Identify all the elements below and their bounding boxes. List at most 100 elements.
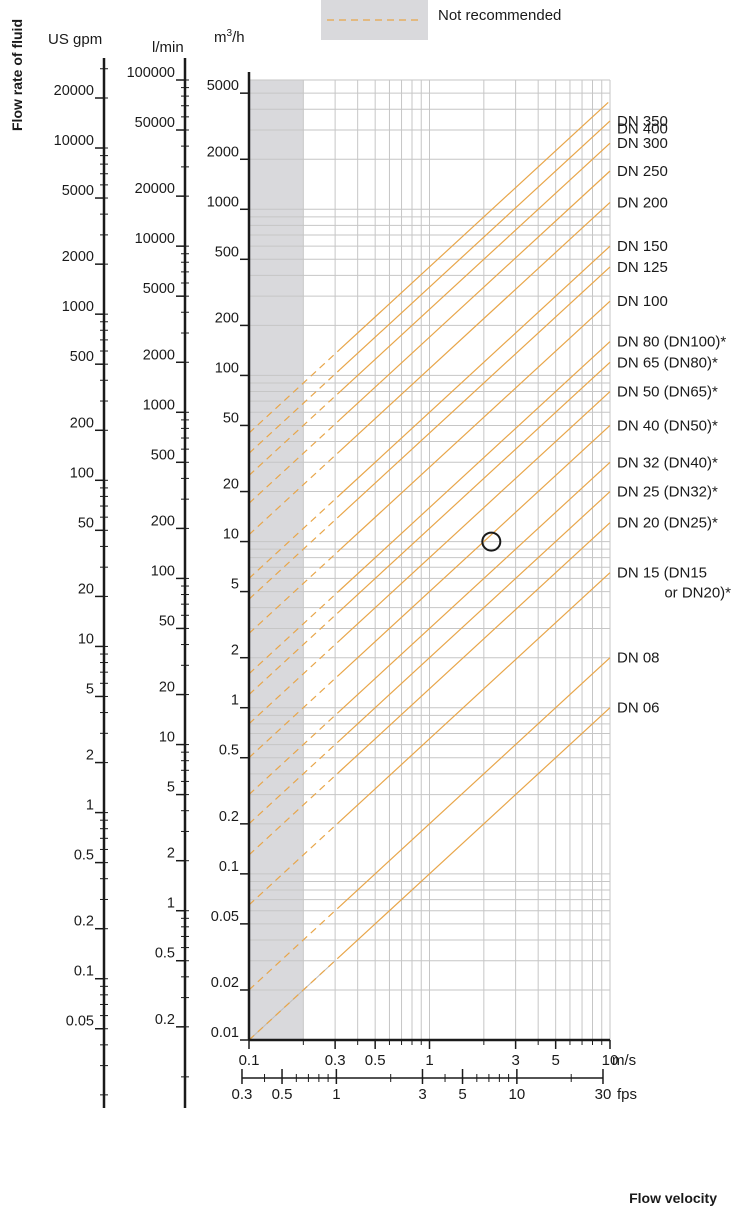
- series-label: DN 400: [617, 120, 668, 137]
- tick-label: 0.5: [74, 848, 94, 864]
- series-label: DN 250: [617, 163, 668, 180]
- velocity-axis-ms: 0.1 0.3 0.5 1 3 5 10m/s: [239, 1040, 637, 1069]
- plot-area: 5000200010005002001005020105210.50.20.10…: [207, 72, 610, 1041]
- tick-label: 5000: [143, 281, 175, 297]
- m3h-tick-label: 5000: [207, 78, 239, 94]
- tick-label: 10: [78, 631, 94, 647]
- tick-label: 2: [167, 846, 175, 862]
- tick-label: 100000: [127, 65, 175, 81]
- l-min-unit-label: l/min: [152, 39, 184, 56]
- fps-tick-label: 3: [418, 1086, 426, 1103]
- l-min-axis: 1000005000020000100005000200010005002001…: [127, 58, 189, 1108]
- series-label-line2: or DN20)*: [664, 585, 731, 602]
- x-tick-label: 3: [511, 1052, 519, 1069]
- x-tick-label: 0.5: [365, 1052, 386, 1069]
- fps-tick-label: 5: [458, 1086, 466, 1103]
- m3h-tick-label: 1: [231, 693, 239, 709]
- m3h-tick-label: 200: [215, 310, 239, 326]
- legend: Not recommended: [321, 0, 561, 40]
- m3h-tick-label: 0.02: [211, 975, 239, 991]
- series-label: DN 300: [617, 135, 668, 152]
- fps-tick-label: 30: [595, 1086, 612, 1103]
- series-label: DN 20 (DN25)*: [617, 515, 718, 532]
- m3h-tick-label: 10: [223, 527, 239, 543]
- x-tick-label: 5: [551, 1052, 559, 1069]
- tick-label: 2: [86, 748, 94, 764]
- fps-tick-label: 0.3: [232, 1086, 253, 1103]
- tick-label: 1: [167, 896, 175, 912]
- x-tick-label: 0.1: [239, 1052, 260, 1069]
- series-label: DN 25 (DN32)*: [617, 484, 718, 501]
- m3h-tick-label: 0.5: [219, 743, 239, 759]
- series-label: DN 65 (DN80)*: [617, 354, 718, 371]
- m3h-tick-label: 0.1: [219, 859, 239, 875]
- tick-label: 10: [159, 730, 175, 746]
- tick-label: 0.2: [155, 1012, 175, 1028]
- fps-unit-label: fps: [617, 1086, 637, 1103]
- tick-label: 20: [159, 680, 175, 696]
- tick-label: 10000: [54, 133, 94, 149]
- tick-label: 1: [86, 798, 94, 814]
- y-axis-title: Flow rate of fluid: [9, 19, 25, 131]
- tick-label: 2000: [62, 249, 94, 265]
- m3h-tick-label: 50: [223, 410, 239, 426]
- legend-label: Not recommended: [438, 7, 561, 24]
- series-label: DN 50 (DN65)*: [617, 384, 718, 401]
- series-label: DN 80 (DN100)*: [617, 334, 726, 351]
- series-label: DN 40 (DN50)*: [617, 417, 718, 434]
- m3h-tick-label: 0.2: [219, 809, 239, 825]
- tick-label: 50: [159, 613, 175, 629]
- series-label: DN 125: [617, 259, 668, 276]
- m3h-unit-label: m3/h: [214, 28, 245, 46]
- tick-label: 10000: [135, 231, 175, 247]
- fps-tick-label: 0.5: [272, 1086, 293, 1103]
- series-label: DN 200: [617, 194, 668, 211]
- series-labels: DN 06 DN 08 DN 15 (DN15 or DN20)* DN 20 (DN2…: [617, 113, 731, 717]
- tick-label: 2000: [143, 347, 175, 363]
- x-unit-label: m/s: [612, 1052, 636, 1069]
- tick-label: 1000: [62, 299, 94, 315]
- series-label: DN 100: [617, 293, 668, 310]
- tick-label: 0.5: [155, 946, 175, 962]
- tick-label: 200: [151, 513, 175, 529]
- m3h-tick-label: 2000: [207, 144, 239, 160]
- m3h-tick-label: 2: [231, 643, 239, 659]
- tick-label: 0.1: [74, 964, 94, 980]
- m3h-tick-label: 1000: [207, 194, 239, 210]
- x-tick-label: 1: [425, 1052, 433, 1069]
- tick-label: 5: [167, 780, 175, 796]
- tick-label: 20: [78, 581, 94, 597]
- fps-tick-label: 1: [332, 1086, 340, 1103]
- series-label: DN 06: [617, 700, 660, 717]
- series-label: DN 32 (DN40)*: [617, 454, 718, 471]
- tick-label: 20000: [135, 181, 175, 197]
- fps-tick-label: 10: [509, 1086, 526, 1103]
- not-recommended-zone: [249, 80, 303, 1040]
- m3h-ticks: 5000200010005002001005020105210.50.20.10…: [207, 78, 249, 1041]
- m3h-tick-label: 0.05: [211, 909, 239, 925]
- tick-label: 500: [70, 349, 94, 365]
- tick-label: 0.2: [74, 914, 94, 930]
- tick-label: 500: [151, 447, 175, 463]
- tick-label: 5000: [62, 183, 94, 199]
- series-label: DN 08: [617, 650, 660, 667]
- m3h-tick-label: 0.01: [211, 1025, 239, 1041]
- us-gpm-axis: 20000 10000 5000 2000 1000 500 200 100 50 20 10 5 2 1…: [54, 58, 108, 1108]
- tick-label: 100: [70, 465, 94, 481]
- tick-label: 50: [78, 515, 94, 531]
- tick-label: 100: [151, 563, 175, 579]
- tick-label: 20000: [54, 83, 94, 99]
- us-gpm-unit-label: US gpm: [48, 31, 102, 48]
- m3h-tick-label: 100: [215, 360, 239, 376]
- x-tick-label: 0.3: [325, 1052, 346, 1069]
- velocity-axis-fps: 0.3 0.5 1 3 5 10 30 fps: [232, 1069, 637, 1103]
- tick-label: 50000: [135, 115, 175, 131]
- x-axis-title: Flow velocity: [629, 1190, 717, 1206]
- m3h-tick-label: 500: [215, 244, 239, 260]
- tick-label: 5: [86, 681, 94, 697]
- series-label: DN 150: [617, 238, 668, 255]
- tick-label: 0.05: [66, 1014, 94, 1030]
- m3h-tick-label: 20: [223, 477, 239, 493]
- vertical-grid: [249, 80, 610, 1040]
